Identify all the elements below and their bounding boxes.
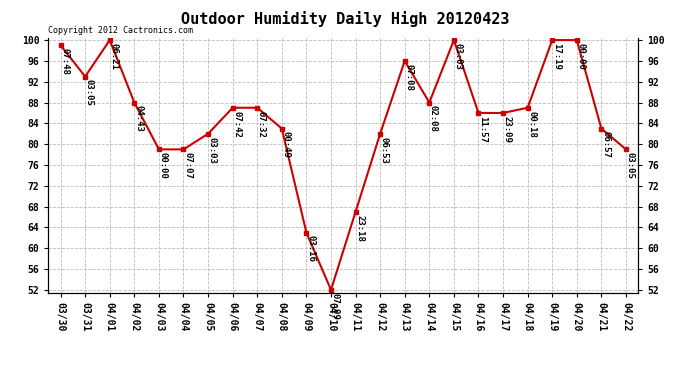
Text: 23:09: 23:09 xyxy=(503,116,512,142)
Text: 03:03: 03:03 xyxy=(453,43,462,70)
Text: 06:57: 06:57 xyxy=(601,131,610,158)
Text: 03:05: 03:05 xyxy=(626,152,635,179)
Text: 00:00: 00:00 xyxy=(576,43,585,70)
Text: 03:05: 03:05 xyxy=(85,79,94,106)
Text: 03:03: 03:03 xyxy=(208,136,217,164)
Text: 07:07: 07:07 xyxy=(183,152,192,179)
Text: 06:53: 06:53 xyxy=(380,136,388,164)
Text: 02:08: 02:08 xyxy=(429,105,438,132)
Text: 06:21: 06:21 xyxy=(110,43,119,70)
Text: 07:09: 07:09 xyxy=(331,292,339,320)
Text: Copyright 2012 Cactronics.com: Copyright 2012 Cactronics.com xyxy=(48,26,193,35)
Text: 07:08: 07:08 xyxy=(404,64,413,91)
Text: Outdoor Humidity Daily High 20120423: Outdoor Humidity Daily High 20120423 xyxy=(181,11,509,27)
Text: 00:49: 00:49 xyxy=(282,131,290,158)
Text: 00:00: 00:00 xyxy=(159,152,168,179)
Text: 00:18: 00:18 xyxy=(527,111,536,137)
Text: 11:57: 11:57 xyxy=(478,116,487,142)
Text: 07:42: 07:42 xyxy=(233,111,241,137)
Text: 07:48: 07:48 xyxy=(60,48,69,75)
Text: 17:19: 17:19 xyxy=(552,43,561,70)
Text: 07:32: 07:32 xyxy=(257,111,266,137)
Text: 03:16: 03:16 xyxy=(306,236,315,262)
Text: 04:43: 04:43 xyxy=(134,105,143,132)
Text: 23:18: 23:18 xyxy=(355,214,364,242)
